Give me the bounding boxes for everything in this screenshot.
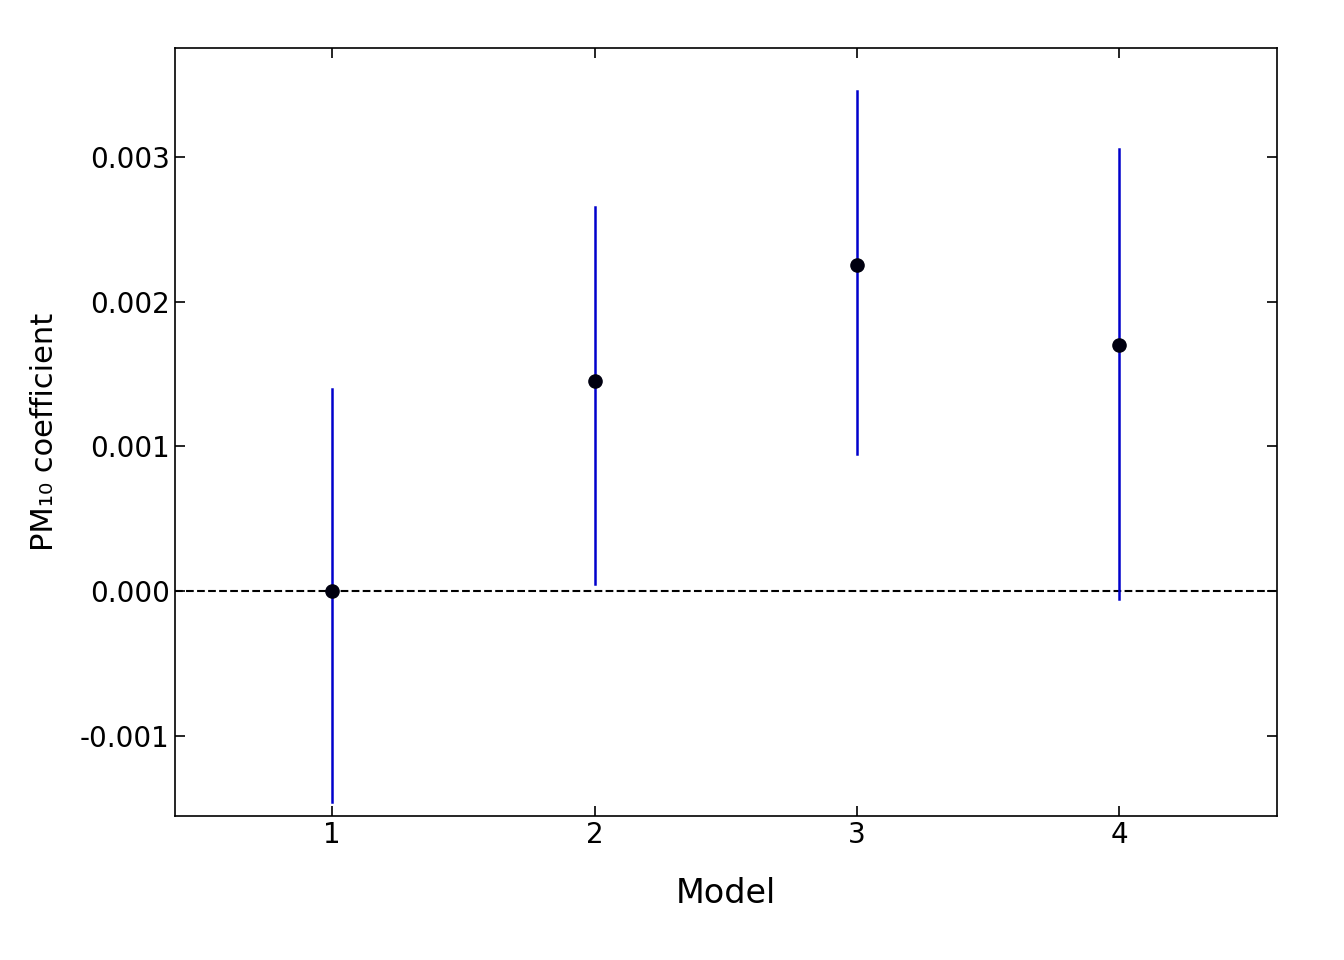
- Point: [583, 373, 605, 389]
- Point: [847, 257, 868, 273]
- Y-axis label: PM₁₀ coefficient: PM₁₀ coefficient: [31, 313, 59, 551]
- Point: [321, 584, 343, 599]
- X-axis label: Model: Model: [676, 876, 775, 910]
- Point: [1109, 337, 1130, 352]
